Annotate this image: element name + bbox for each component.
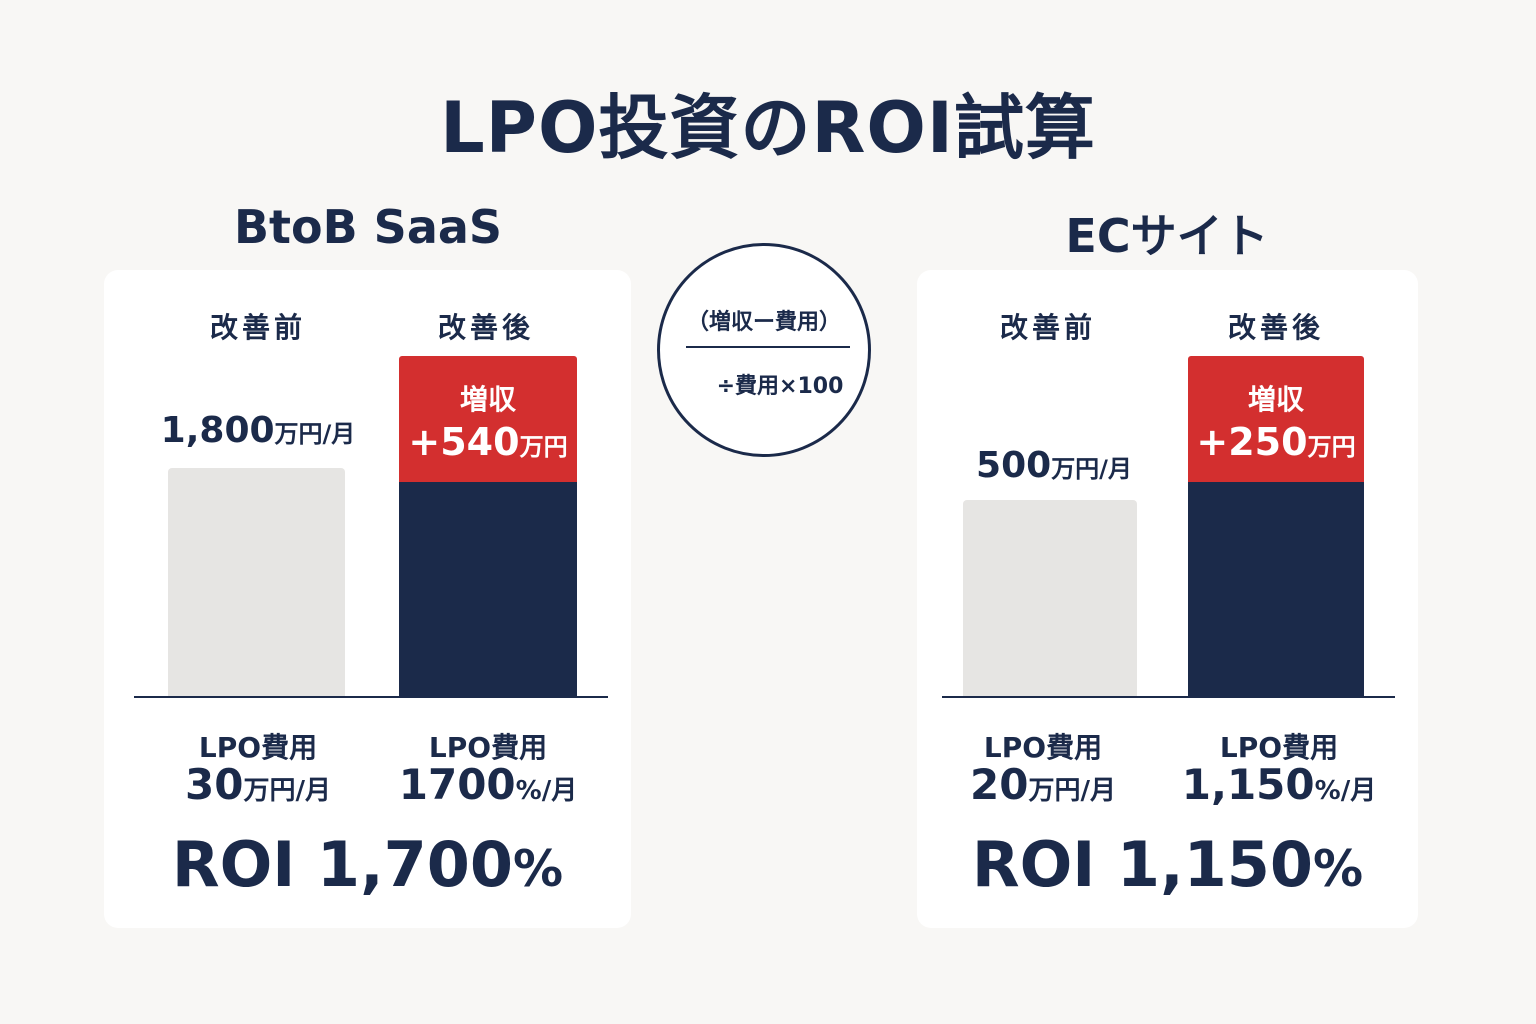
cost-value-after: 1,150%/月 [1181,760,1377,809]
cost-caption-after: LPO費用 [1219,731,1339,764]
section-title-ec-site: ECサイト [1065,209,1269,263]
cost-caption-before: LPO費用 [983,731,1103,764]
cost-caption-after: LPO費用 [428,731,548,764]
category-label-after: 改善後 [437,311,534,344]
cost-value-before: 20万円/月 [970,760,1116,809]
chart-panel-btob-saas: 改善前 改善後 1,800万円/月 増収 +540万円 LPO費用 30万円/月… [104,270,631,928]
formula-divider [686,346,850,348]
cost-value-before: 30万円/月 [185,760,331,809]
page-title: LPO投資のROI試算 [440,87,1096,169]
bar-after-gain: 増収 +250万円 [1188,356,1364,482]
bar-before [963,500,1137,696]
category-label-before: 改善前 [999,311,1096,344]
bar-before [168,467,345,696]
roi-formula: （増収ー費用） ÷費用×100 [657,243,871,457]
bar-after-base [399,482,577,696]
baseline [134,696,608,698]
gain-title: 増収 [1247,383,1304,416]
roi-value: ROI 1,700% [171,828,564,901]
bar-after-base [1188,482,1364,696]
formula-numerator: （増収ー費用） [686,310,841,335]
before-value-label: 1,800万円/月 [160,410,356,451]
cost-caption-before: LPO費用 [198,731,318,764]
gain-value: +540万円 [408,420,568,464]
section-title-btob-saas: BtoB SaaS [233,200,503,254]
chart-panel-ec-site: 改善前 改善後 500万円/月 増収 +250万円 LPO費用 20万円/月 L… [917,270,1418,928]
bar-after-gain: 増収 +540万円 [399,356,577,482]
cost-value-after: 1700%/月 [398,760,578,809]
roi-value: ROI 1,150% [971,828,1364,901]
gain-title: 増収 [459,383,516,416]
category-label-after: 改善後 [1227,311,1324,344]
formula-denominator: ÷費用×100 [716,374,844,399]
before-value-label: 500万円/月 [976,445,1132,486]
baseline [942,696,1395,698]
gain-value: +250万円 [1196,420,1356,464]
category-label-before: 改善前 [209,311,306,344]
